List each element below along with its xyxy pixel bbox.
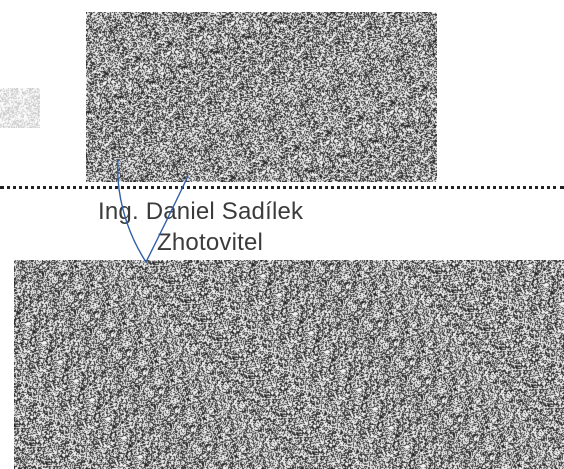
redacted-area-top xyxy=(86,12,437,182)
signature-line xyxy=(0,186,564,189)
signer-role: Zhotovitel xyxy=(157,229,264,256)
faint-scan-noise xyxy=(0,88,40,128)
signer-name: Ing. Daniel Sadílek xyxy=(98,198,304,225)
redacted-area-bottom xyxy=(14,260,564,469)
